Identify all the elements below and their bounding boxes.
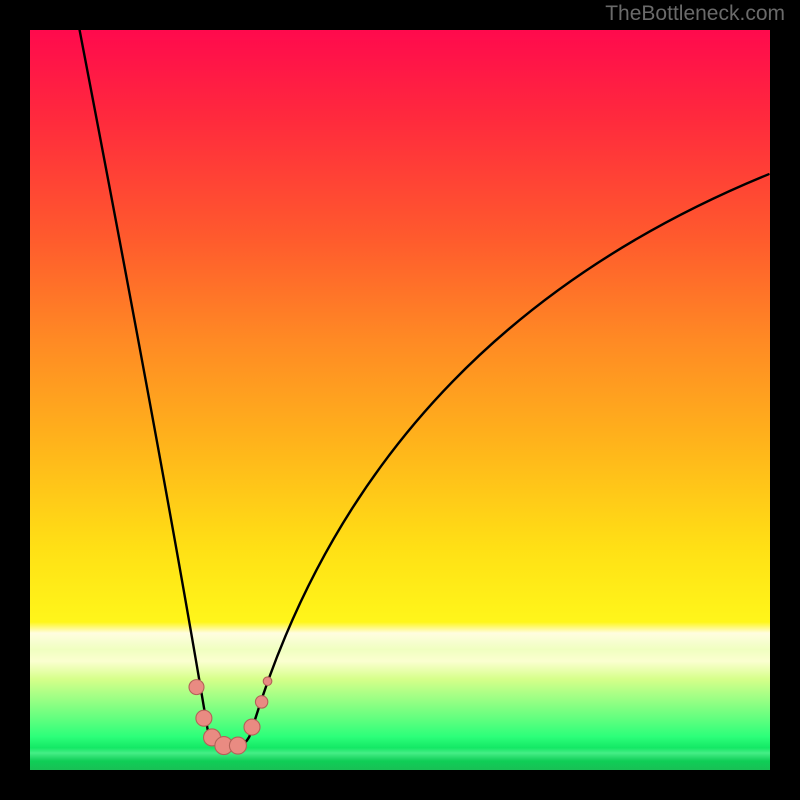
- curve-markers: [189, 677, 272, 755]
- watermark-text: TheBottleneck.com: [605, 2, 785, 26]
- curve-layer: [30, 30, 770, 770]
- curve-marker: [229, 737, 246, 754]
- curve-marker: [255, 696, 267, 708]
- curve-marker: [244, 719, 260, 735]
- chart-frame: Bottleneck curve TheBottleneck.com: [0, 0, 800, 800]
- curve-marker: [196, 710, 212, 726]
- plot-area: [30, 30, 770, 770]
- bottleneck-curve: [80, 30, 769, 748]
- curve-marker: [263, 677, 272, 686]
- curve-marker: [189, 680, 204, 695]
